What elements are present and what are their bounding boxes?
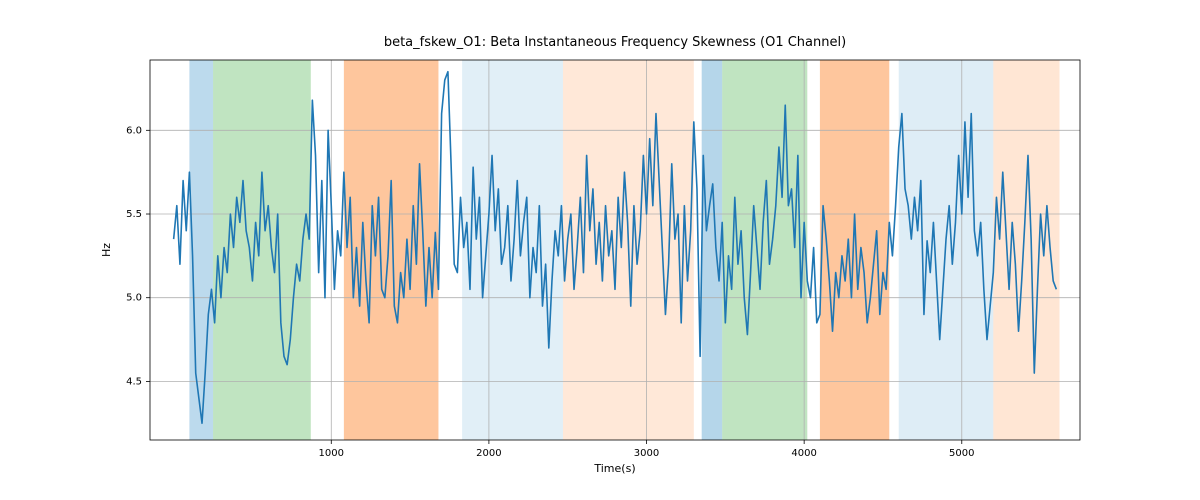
xtick-label: 3000 (634, 448, 659, 459)
band-7 (820, 60, 889, 440)
ytick-label: 6.0 (126, 125, 142, 136)
xtick-label: 4000 (791, 448, 816, 459)
band-5 (702, 60, 722, 440)
ytick-label: 4.5 (126, 376, 142, 387)
ytick-label: 5.5 (126, 209, 142, 220)
xtick-label: 2000 (476, 448, 501, 459)
xtick-label: 1000 (319, 448, 344, 459)
chart-container: 1000 2000 3000 4000 5000 4.5 5.0 5.5 6.0 Time(s) H… (0, 0, 1200, 500)
xtick-label: 5000 (949, 448, 974, 459)
chart-title: beta_fskew_O1: Beta Instantaneous Freque… (384, 35, 846, 50)
band-6 (722, 60, 807, 440)
y-axis-label: Hz (100, 243, 113, 257)
ytick-label: 5.0 (126, 293, 142, 304)
x-axis-label: Time(s) (593, 462, 635, 475)
line-chart: 1000 2000 3000 4000 5000 4.5 5.0 5.5 6.0 Time(s) H… (0, 0, 1200, 500)
